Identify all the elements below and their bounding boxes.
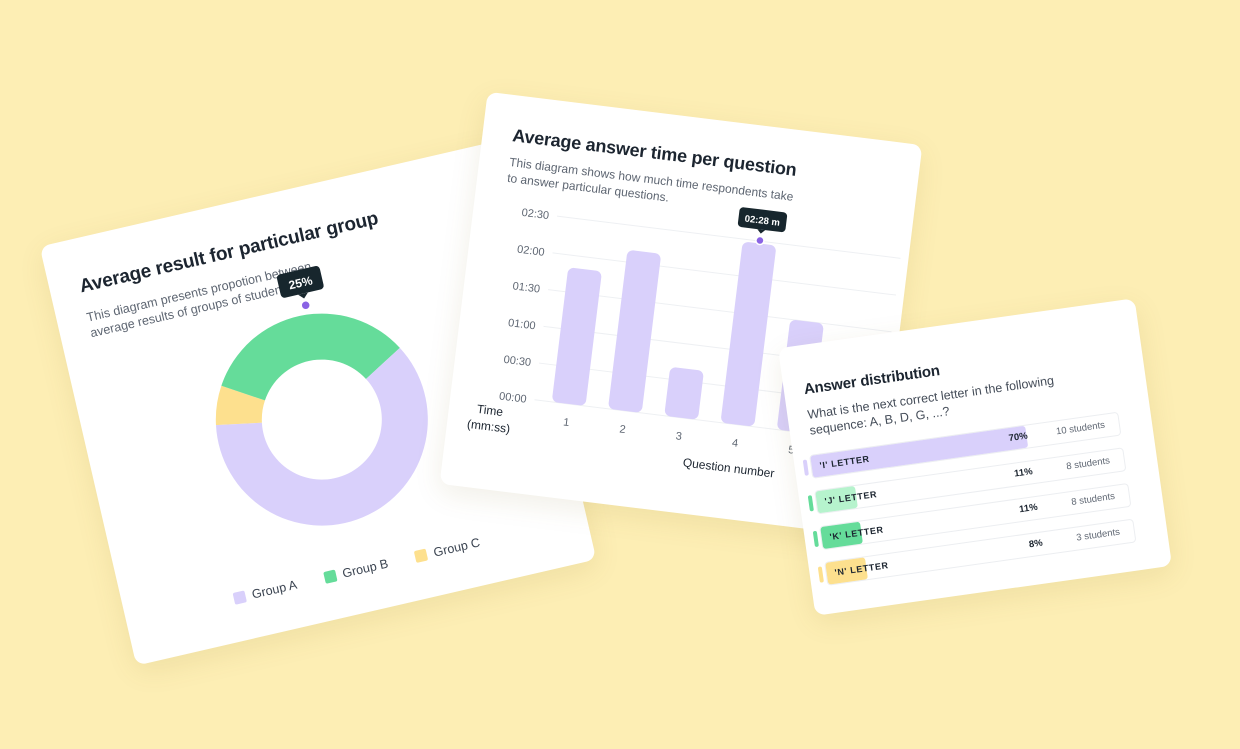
y-axis-title: Time [476,402,504,419]
bar-question-4 [721,242,776,427]
donut-tooltip-dot [300,300,311,311]
donut-tooltip-label: 25% [287,273,314,292]
answer-distribution-list: 'I' LETTER 70% 10 students 'J' LETTER 11% 8 s… [802,411,1138,598]
x-tick-label: 5 [787,444,795,457]
bar-gridline [556,215,901,259]
answer-row-marker [802,459,809,476]
answer-distribution-card: Answer distribution What is the next cor… [777,298,1173,616]
answer-row-percent: 11% [1013,466,1034,480]
x-tick-label: 3 [675,430,683,443]
y-tick-label: 02:30 [521,207,550,222]
y-tick-label: 00:00 [498,390,527,405]
answer-row-count: 8 students [1070,490,1116,508]
y-tick-label: 01:00 [507,317,536,332]
legend-swatch [413,548,429,563]
x-tick-label: 2 [619,423,627,436]
bar-question-2 [608,250,661,413]
donut-slice-group-c [215,385,265,426]
y-tick-label: 02:00 [516,244,545,259]
bar-question-3 [664,367,704,420]
legend-swatch [322,569,338,584]
x-tick-label: 1 [563,416,571,429]
answer-row-percent: 11% [1018,501,1039,516]
answer-row-marker [807,495,814,512]
y-tick-label: 00:30 [503,354,532,369]
y-axis-unit: (mm:ss) [466,417,511,436]
donut-chart: 25% [215,266,428,526]
bar-question-1 [552,267,602,406]
donut-slice-group-a [215,347,428,526]
answer-row-count: 8 students [1065,455,1111,473]
group-results-card: Average result for particular group This… [39,140,597,666]
answer-row-count: 10 students [1055,419,1106,438]
bar-gridline [552,252,897,296]
answer-row-marker [812,530,819,548]
donut-tooltip: 25% [276,266,324,311]
answer-row-marker [817,566,824,583]
x-tick-label: 4 [731,437,739,450]
bar-tooltip-label: 02:28 m [744,214,780,229]
legend-swatch [232,590,247,605]
bar-tooltip-dot [755,235,765,246]
answer-row-count: 3 students [1075,526,1121,544]
bar-tooltip: 02:28 m [737,207,788,246]
y-tick-label: 01:30 [512,280,541,295]
answer-row-percent: 8% [1028,537,1044,551]
bar-gridline [547,289,892,333]
donut-slice-group-b [221,313,400,401]
x-axis-title: Question number [682,455,775,480]
